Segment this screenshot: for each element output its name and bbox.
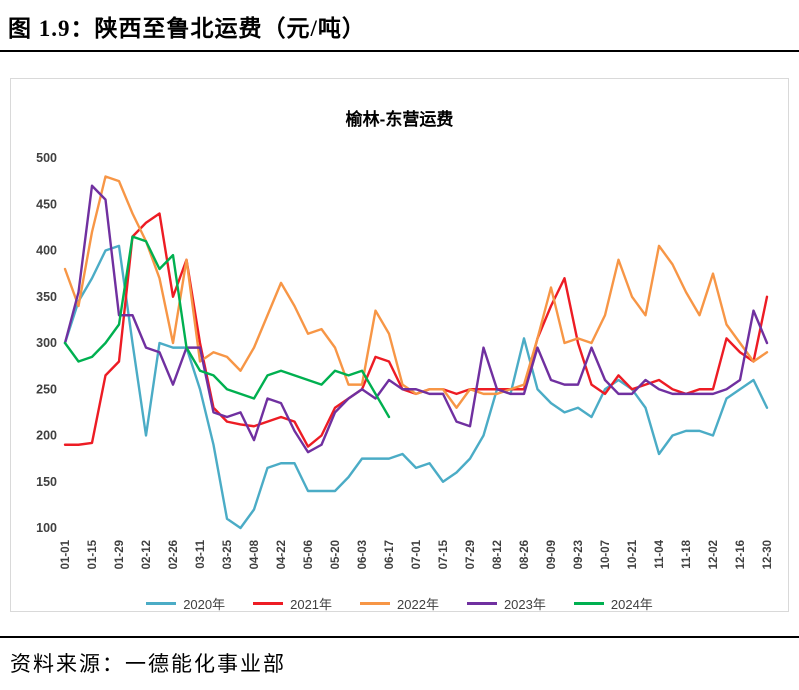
- y-tick-label: 150: [36, 475, 57, 489]
- y-tick-label: 100: [36, 521, 57, 535]
- y-tick-label: 200: [36, 429, 57, 443]
- title-divider: [0, 50, 799, 52]
- x-tick-label: 04-22: [276, 540, 288, 569]
- legend-label: 2023年: [503, 597, 546, 612]
- x-tick-label: 11-04: [654, 539, 666, 568]
- y-tick-label: 500: [36, 151, 57, 165]
- x-tick-label: 01-29: [114, 540, 126, 569]
- y-tick-label: 250: [36, 382, 57, 396]
- legend-swatch: [360, 602, 391, 605]
- x-tick-label: 12-02: [708, 540, 720, 569]
- legend-item: 2024年: [573, 594, 653, 613]
- chart-card: 榆林-东营运费 100 150 200 250 300 350 400 450 500 01-01…: [10, 78, 789, 612]
- x-tick-label: 08-12: [492, 540, 504, 569]
- x-tick-label: 01-15: [87, 539, 99, 569]
- x-tick-label: 07-29: [465, 540, 477, 569]
- source-text: 资料来源：一德能化事业部: [10, 652, 286, 676]
- x-tick-label: 04-08: [249, 539, 261, 569]
- x-tick-label: 09-09: [546, 540, 558, 569]
- legend-item: 2021年: [253, 594, 332, 613]
- x-tick-label: 06-03: [357, 540, 369, 569]
- x-tick-label: 06-17: [384, 540, 396, 569]
- legend-swatch: [466, 602, 497, 605]
- legend-label: 2024年: [610, 597, 653, 612]
- x-tick-label: 02-12: [141, 540, 153, 569]
- x-tick-label: 01-01: [60, 539, 72, 569]
- y-tick-label: 400: [36, 244, 57, 258]
- x-tick-label: 08-26: [519, 540, 531, 569]
- x-tick-label: 05-20: [330, 540, 342, 569]
- x-tick-label: 09-23: [573, 540, 585, 569]
- legend: 2020年 2021年 2022年 2023年 2024年: [16, 594, 783, 613]
- x-tick-label: 10-21: [627, 539, 639, 569]
- legend-item: 2020年: [146, 594, 225, 613]
- x-tick-label: 12-16: [735, 540, 747, 569]
- legend-swatch: [146, 602, 177, 605]
- legend-label: 2022年: [397, 597, 439, 612]
- source-divider: [0, 636, 799, 638]
- x-tick-label: 11-18: [681, 539, 693, 568]
- x-tick-label: 07-15: [438, 539, 450, 569]
- legend-item: 2023年: [466, 594, 546, 613]
- page-title: 图 1.9：陕西至鲁北运费（元/吨）: [8, 16, 366, 41]
- x-tick-label: 02-26: [168, 540, 180, 569]
- series-line-2022年: [63, 175, 769, 409]
- legend-swatch: [253, 602, 284, 605]
- legend-label: 2020年: [183, 597, 226, 612]
- legend-swatch: [573, 602, 604, 605]
- x-tick-label: 03-11: [195, 539, 207, 568]
- x-tick-label: 12-30: [762, 540, 774, 569]
- y-tick-label: 350: [36, 290, 57, 304]
- x-tick-label: 05-06: [303, 540, 315, 569]
- x-tick-label: 10-07: [600, 540, 612, 569]
- x-tick-label: 07-01: [411, 539, 423, 569]
- series-line-2024年: [63, 235, 391, 419]
- series-line-2020年: [63, 244, 769, 530]
- chart-title: 榆林-东营运费: [345, 110, 454, 129]
- x-tick-label: 03-25: [222, 539, 234, 569]
- y-tick-label: 450: [36, 197, 57, 211]
- legend-item: 2022年: [360, 594, 439, 613]
- series-line-2023年: [63, 184, 769, 454]
- line-chart: 100 150 200 250 300 350 400 450 500 01-01 01-15 01-…: [36, 151, 774, 569]
- y-tick-label: 300: [36, 336, 57, 350]
- legend-label: 2021年: [290, 597, 333, 612]
